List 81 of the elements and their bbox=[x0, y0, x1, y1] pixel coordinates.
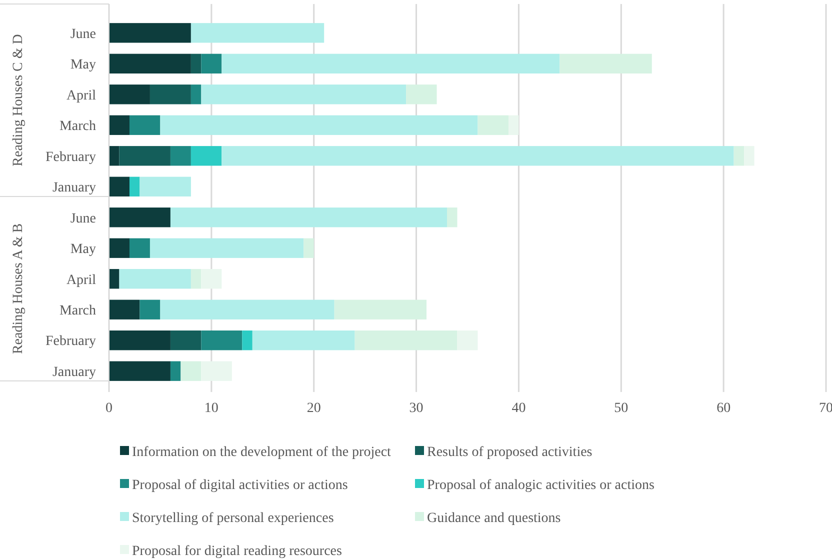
bar bbox=[109, 115, 130, 135]
bar bbox=[334, 300, 427, 320]
bar bbox=[190, 146, 222, 166]
bar bbox=[170, 208, 448, 228]
bar bbox=[744, 146, 754, 166]
bar bbox=[109, 238, 130, 258]
bar bbox=[201, 54, 222, 74]
bar bbox=[242, 330, 252, 350]
x-tick-label: 10 bbox=[204, 401, 218, 416]
bar bbox=[170, 330, 202, 350]
bar bbox=[170, 146, 191, 166]
y-tick-label: June bbox=[70, 211, 96, 226]
y-tick-label: March bbox=[59, 119, 96, 134]
bar bbox=[109, 146, 120, 166]
legend-label: Storytelling of personal experiences bbox=[132, 510, 334, 526]
legend-label: Proposal of analogic activities or actions bbox=[427, 478, 654, 493]
bar bbox=[109, 361, 170, 381]
y-tick-label: January bbox=[52, 364, 96, 380]
bar bbox=[109, 23, 191, 43]
legend-label: Guidance and questions bbox=[427, 510, 561, 526]
bar bbox=[109, 176, 130, 196]
bar bbox=[129, 115, 160, 135]
bar bbox=[109, 208, 170, 228]
y-tick-label: February bbox=[45, 150, 96, 165]
bar bbox=[109, 84, 150, 104]
bar bbox=[190, 84, 202, 104]
bar bbox=[201, 269, 222, 289]
y-tick-label: May bbox=[70, 242, 96, 258]
x-tick-label: 20 bbox=[306, 401, 321, 416]
bar bbox=[160, 300, 334, 320]
bar bbox=[734, 146, 744, 166]
bar bbox=[252, 330, 355, 350]
bar bbox=[190, 54, 202, 74]
bar bbox=[119, 269, 191, 289]
text: Reading Houses C & D bbox=[11, 34, 26, 166]
bar bbox=[478, 115, 508, 135]
bar bbox=[180, 361, 202, 381]
bar bbox=[129, 176, 140, 196]
y-tick-label: January bbox=[52, 180, 96, 196]
x-tick-label: 50 bbox=[614, 401, 628, 416]
y-tick-label: April bbox=[66, 272, 96, 288]
bar bbox=[560, 54, 652, 74]
bar bbox=[109, 300, 140, 320]
legend-label: Proposal of digital activities or actions bbox=[132, 478, 348, 493]
bar bbox=[201, 361, 232, 381]
x-tick-label: 60 bbox=[716, 401, 731, 416]
bar bbox=[190, 269, 202, 289]
bar bbox=[304, 238, 314, 258]
legend-label: Proposal for digital reading resources bbox=[132, 544, 342, 559]
bar bbox=[150, 84, 191, 104]
bar bbox=[190, 23, 324, 43]
bar bbox=[140, 176, 191, 196]
bar bbox=[109, 330, 170, 350]
bar bbox=[406, 84, 437, 104]
bar bbox=[447, 208, 458, 228]
bar bbox=[129, 238, 150, 258]
text: Reading Houses A & B bbox=[11, 223, 26, 354]
bar bbox=[119, 146, 170, 166]
legend-label: Results of proposed activities bbox=[427, 444, 592, 460]
bar bbox=[150, 238, 304, 258]
bar bbox=[222, 54, 560, 74]
bar bbox=[201, 330, 242, 350]
y-tick-label: February bbox=[45, 334, 96, 350]
legend-label: Information on the development of the project bbox=[132, 444, 392, 460]
bar bbox=[508, 115, 519, 135]
bar bbox=[109, 54, 191, 74]
y-tick-label: March bbox=[59, 304, 96, 319]
bar bbox=[457, 330, 478, 350]
bar bbox=[140, 300, 160, 320]
bar bbox=[170, 361, 181, 381]
y-tick-label: June bbox=[70, 26, 96, 42]
bar bbox=[201, 84, 406, 104]
x-tick-label: 0 bbox=[106, 401, 112, 416]
bar bbox=[109, 269, 120, 289]
bar bbox=[354, 330, 458, 350]
y-tick-label: May bbox=[70, 58, 96, 73]
bar bbox=[160, 115, 478, 135]
y-tick-label: April bbox=[66, 88, 96, 104]
x-tick-label: 30 bbox=[409, 401, 424, 416]
bar bbox=[222, 146, 734, 166]
x-tick-label: 40 bbox=[512, 401, 526, 416]
